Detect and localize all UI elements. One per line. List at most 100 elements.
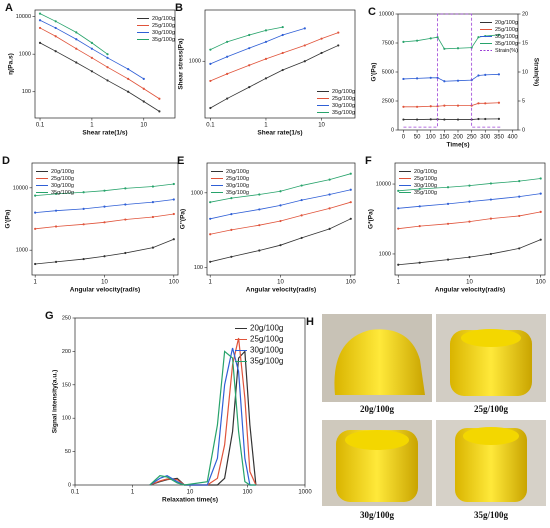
plot-frame xyxy=(204,9,356,119)
x-tick-label: 0.1 xyxy=(206,123,215,129)
panel-letter: B xyxy=(175,2,183,14)
data-point xyxy=(446,222,450,225)
legend-label: 30g/100g xyxy=(332,103,355,109)
plot-frame xyxy=(34,9,176,119)
data-point xyxy=(103,205,106,208)
data-point xyxy=(75,38,78,41)
data-point xyxy=(418,261,421,264)
data-point xyxy=(402,77,405,81)
data-point xyxy=(142,87,145,90)
photo-object xyxy=(345,430,409,450)
legend-label: 25g/100g xyxy=(152,23,175,29)
data-point xyxy=(484,117,487,121)
data-point xyxy=(54,20,57,23)
data-point xyxy=(106,66,109,69)
y-axis-label: η(Pa.s) xyxy=(8,53,15,75)
data-point xyxy=(151,201,155,204)
x-tick-label: 100 xyxy=(426,135,437,141)
plot-frame xyxy=(206,162,356,276)
data-point xyxy=(446,258,450,261)
series-line xyxy=(35,238,174,265)
data-point xyxy=(320,37,323,40)
data-point xyxy=(90,70,93,73)
data-point xyxy=(90,41,93,44)
data-point xyxy=(539,238,542,241)
photo-label: 20g/100g xyxy=(360,404,395,414)
panel-letter: G xyxy=(45,310,54,322)
y-tick-label: 100 xyxy=(22,89,31,95)
data-point xyxy=(258,208,261,211)
data-point xyxy=(415,39,419,42)
legend-label: 25g/100g xyxy=(332,96,355,102)
y-axis-label: G'(Pa) xyxy=(5,210,12,229)
x-tick-label: 1 xyxy=(397,280,401,286)
x-tick-label: 10 xyxy=(101,280,108,286)
y-tick-label: 0 xyxy=(68,482,71,488)
data-point xyxy=(397,263,400,266)
x-tick-label: 10 xyxy=(318,123,325,129)
data-point xyxy=(209,62,212,65)
x-tick-label: 300 xyxy=(480,135,491,141)
data-point xyxy=(281,33,284,37)
series-line xyxy=(149,337,257,486)
chart-panel: D 1 10 100 1000 10000 Angular velocity(rad/s) G… xyxy=(2,155,179,294)
data-point xyxy=(34,194,37,197)
y2-tick-label: 10 xyxy=(522,69,528,75)
data-point xyxy=(82,223,85,226)
x-axis-label: Shear rate(1/s) xyxy=(82,130,127,137)
series-line xyxy=(149,347,256,486)
y-tick-label: 10000 xyxy=(13,185,28,191)
photo-label: 25g/100g xyxy=(474,404,509,414)
data-point xyxy=(158,97,161,100)
data-point xyxy=(54,26,57,30)
data-point xyxy=(124,218,127,221)
y-tick-label: 5000 xyxy=(382,69,394,75)
data-point xyxy=(303,27,306,30)
y2-tick-label: 20 xyxy=(522,11,528,17)
x-tick-label: 350 xyxy=(494,135,505,141)
data-point xyxy=(281,51,284,55)
data-point xyxy=(518,180,521,183)
data-point xyxy=(258,193,261,196)
data-point xyxy=(151,215,155,219)
y-axis-label: G''(Pa) xyxy=(180,209,187,229)
legend-label: Strain(%) xyxy=(495,48,518,54)
data-point xyxy=(443,80,446,83)
legend-label: 30g/100g xyxy=(226,183,249,189)
legend-label: 35g/100g xyxy=(250,357,283,366)
data-point xyxy=(402,40,405,43)
legend-label: 35g/100g xyxy=(51,190,74,196)
photo-object xyxy=(450,330,532,396)
data-point xyxy=(489,198,493,201)
data-point xyxy=(397,207,400,210)
data-point xyxy=(320,51,323,55)
y-axis-label: G*(Pa) xyxy=(368,209,375,229)
legend-label: 30g/100g xyxy=(414,183,437,189)
data-point xyxy=(484,102,487,105)
x-axis-label: Angular velocity(rad/s) xyxy=(246,287,316,294)
data-point xyxy=(328,193,331,196)
x-tick-label: 10 xyxy=(466,280,473,286)
data-point xyxy=(158,110,161,113)
data-point xyxy=(443,118,446,121)
legend-label: 20g/100g xyxy=(226,169,249,175)
legend-label: 20g/100g xyxy=(250,324,283,333)
x-tick-label: 0.1 xyxy=(71,490,80,496)
y2-tick-label: 15 xyxy=(522,40,528,46)
data-point xyxy=(328,227,331,230)
data-point xyxy=(279,190,282,193)
data-point xyxy=(518,247,521,250)
chart-panel: B 0.1 1 10 1000 Shear rate(1/s) Shear stress(P… xyxy=(175,2,356,137)
data-point xyxy=(415,105,419,108)
x-tick-label: 50 xyxy=(414,135,421,141)
data-point xyxy=(418,187,421,191)
y-axis-label: Shear stress(Pa) xyxy=(178,38,185,89)
series-line xyxy=(210,27,305,65)
y-tick-label: 200 xyxy=(62,349,71,355)
data-point xyxy=(489,217,493,220)
data-point xyxy=(124,203,127,206)
data-point xyxy=(103,189,106,192)
data-point xyxy=(539,210,542,213)
data-point xyxy=(54,50,57,53)
data-point xyxy=(337,44,340,47)
